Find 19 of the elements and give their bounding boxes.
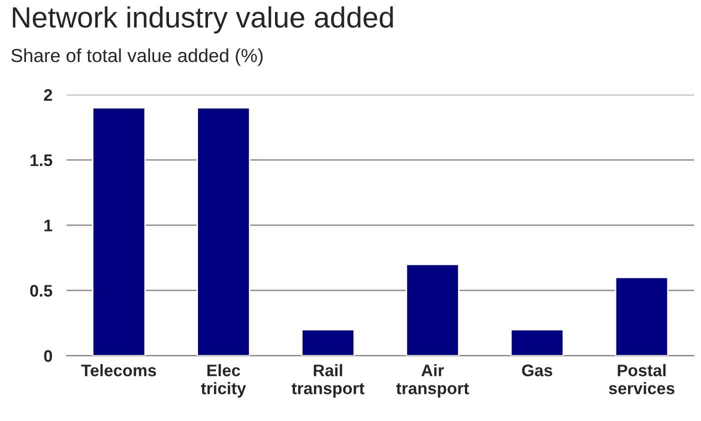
bar	[510, 328, 564, 356]
bar	[614, 276, 669, 356]
chart-subtitle: Share of total value added (%)	[11, 48, 263, 66]
bar	[92, 107, 146, 356]
x-tick-label: Gas	[522, 364, 552, 376]
y-tick-label: 0	[44, 350, 52, 362]
x-tick-label: Postal services	[608, 364, 674, 394]
bar	[196, 107, 250, 356]
x-tick-label: Elec tricity	[200, 364, 246, 398]
bar	[406, 264, 460, 356]
y-tick-label: 2	[44, 89, 52, 101]
y-tick-label: 0.5	[30, 284, 52, 297]
x-tick-label: Air transport	[396, 364, 469, 398]
x-tick-label: Telecoms	[81, 364, 156, 376]
x-tick-label: Rail transport	[292, 364, 364, 398]
y-tick-label: 1.5	[30, 154, 52, 166]
chart-title: Network industry value added	[12, 6, 393, 34]
bar	[301, 328, 355, 356]
y-tick-label: 1	[44, 220, 52, 232]
